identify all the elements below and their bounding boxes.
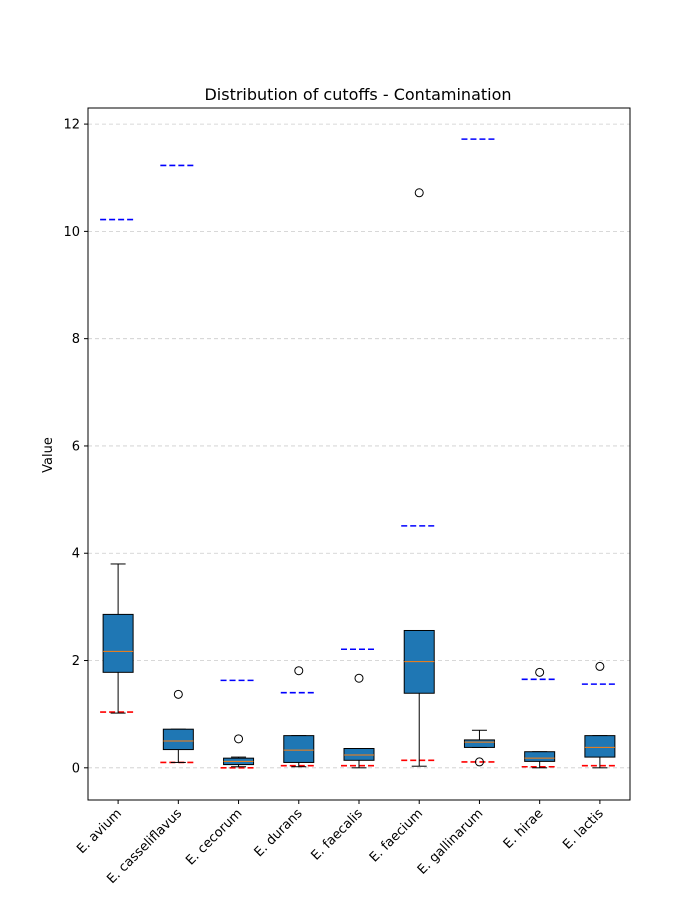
outlier-point	[535, 667, 545, 677]
reference-lines	[100, 138, 618, 769]
box	[524, 751, 556, 762]
outlier-point	[595, 661, 605, 671]
x-tick-label: E. faecalis	[308, 806, 366, 864]
x-tick-label: E. lactis	[560, 806, 607, 853]
plot-frame	[87, 107, 631, 801]
x-tick-label: E. hirae	[501, 806, 547, 852]
x-tick-label: E. durans	[252, 806, 306, 860]
y-axis-label: Value	[41, 437, 56, 473]
box	[463, 739, 495, 748]
box	[584, 735, 616, 758]
boxes	[102, 188, 616, 769]
y-tick-label: 12	[63, 118, 80, 133]
box	[283, 735, 315, 763]
x-tick-label: E. avium	[74, 806, 125, 857]
outlier-point	[234, 734, 244, 744]
grid-lines	[88, 123, 630, 769]
outlier-point	[414, 188, 424, 198]
x-tick-label: E. faecium	[367, 806, 426, 865]
x-tick-label: E. cecorum	[183, 806, 245, 868]
y-axis-ticks: 0 2 4 6 8 10 12	[63, 118, 88, 776]
outlier-point	[173, 689, 183, 699]
y-tick-label: 0	[72, 761, 80, 776]
y-tick-label: 6	[72, 439, 80, 454]
box	[102, 613, 134, 673]
outlier-point	[294, 666, 304, 676]
chart-title: Distribution of cutoffs - Contamination	[204, 85, 511, 104]
outlier-point	[354, 673, 364, 683]
y-tick-label: 4	[72, 547, 80, 562]
y-tick-label: 2	[72, 654, 80, 669]
box	[162, 728, 194, 751]
outlier-point	[474, 757, 484, 767]
box	[343, 748, 375, 761]
y-tick-label: 10	[63, 225, 80, 240]
y-tick-label: 8	[72, 332, 80, 347]
